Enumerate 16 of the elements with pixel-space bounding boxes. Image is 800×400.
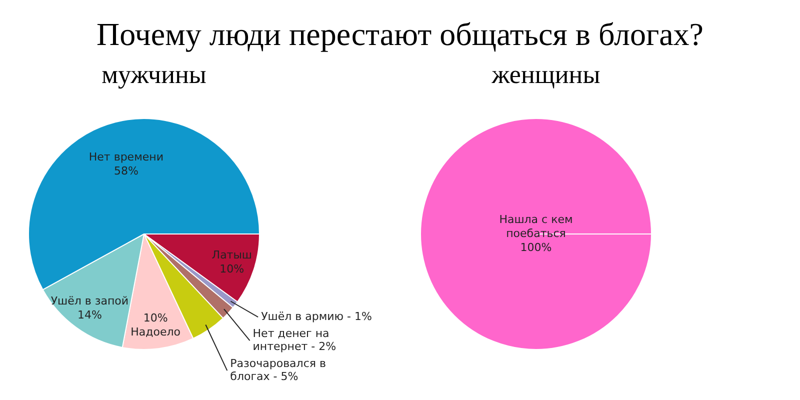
data-label: 10% [220, 262, 244, 276]
slice-label: Надоело [130, 326, 181, 339]
chart-subtitle: женщины [490, 60, 602, 91]
slice-label: Разочаровался в блогах - 5% [230, 356, 326, 383]
slice-label: Нашла с кем поебаться [499, 212, 573, 240]
data-label: 58% [114, 164, 138, 178]
slice-label: Латыш [212, 248, 252, 262]
slice-label: Ушёл в армию - 1% [261, 310, 372, 323]
data-label: 10% [143, 312, 168, 325]
chart-title: Почему люди перестают общаться в блогах? [96, 15, 704, 54]
chart-subtitle: мужчины [100, 60, 208, 91]
slice-label: Нет денег на интернет - 2% [252, 326, 336, 353]
slice-label: Ушёл в запой [50, 294, 129, 308]
slice-label: Нет времени [88, 150, 164, 164]
data-label: 14% [77, 308, 102, 322]
data-label: 100% [520, 240, 552, 254]
